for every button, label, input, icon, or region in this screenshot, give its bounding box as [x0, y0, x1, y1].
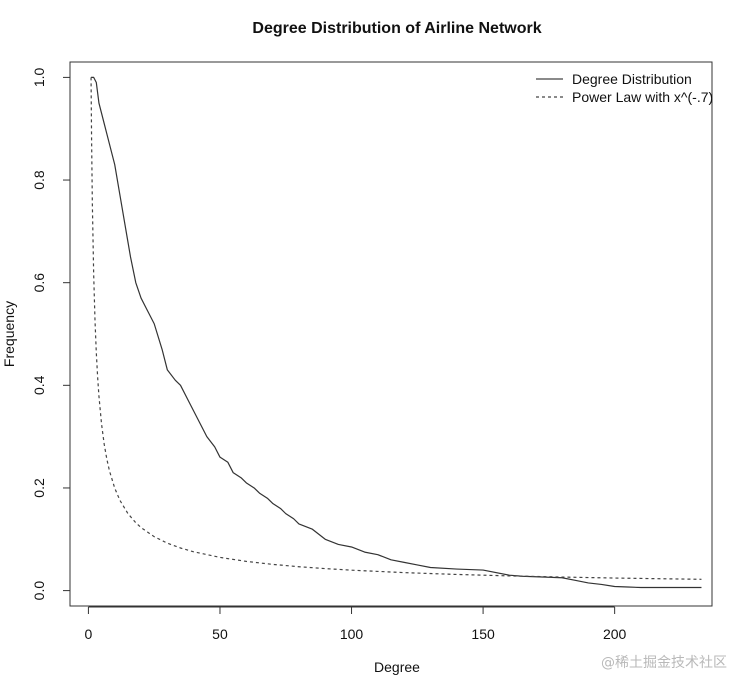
- legend: Degree Distribution Power Law with x^(-.…: [536, 71, 713, 105]
- legend-label-power-law: Power Law with x^(-.7): [572, 89, 713, 105]
- x-tick-label: 50: [212, 626, 228, 642]
- series-line-degree-distribution: [91, 76, 702, 589]
- y-axis-label: Frequency: [1, 301, 17, 367]
- legend-label-degree-distribution: Degree Distribution: [572, 71, 692, 87]
- x-tick-label: 0: [85, 626, 93, 642]
- y-axis: 0.0 0.2 0.4 0.6 0.8 1.0: [31, 67, 71, 601]
- x-tick-label: 100: [340, 626, 364, 642]
- y-tick-label: 0.4: [31, 375, 47, 395]
- y-tick-label: 1.0: [31, 67, 47, 87]
- y-tick-label: 0.2: [31, 478, 47, 498]
- series-layer: [90, 76, 702, 589]
- watermark: @稀土掘金技术社区: [601, 655, 727, 671]
- chart-title: Degree Distribution of Airline Network: [252, 20, 541, 37]
- y-tick-label: 0.8: [31, 170, 47, 190]
- series-line-power-law: [90, 77, 702, 580]
- y-tick-label: 0.6: [31, 273, 47, 293]
- x-tick-label: 200: [603, 626, 627, 642]
- x-tick-label: 150: [471, 626, 495, 642]
- y-tick-label: 0.0: [31, 581, 47, 601]
- x-axis-label: Degree: [374, 659, 420, 675]
- plot-frame: [69, 61, 713, 607]
- x-axis: 0 50 100 150 200: [85, 606, 627, 642]
